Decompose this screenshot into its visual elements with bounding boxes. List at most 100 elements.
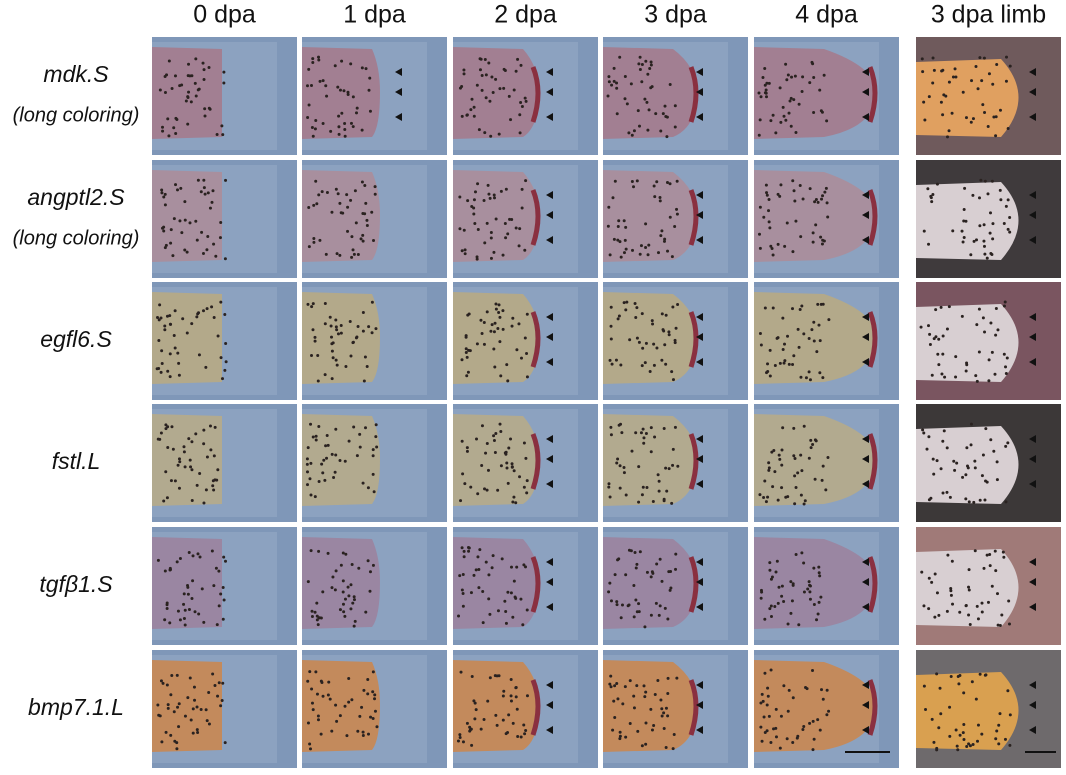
melanophore xyxy=(765,703,769,707)
arrowhead xyxy=(1029,358,1036,366)
arrowhead xyxy=(862,578,869,586)
arrowhead xyxy=(546,455,553,463)
melanophore xyxy=(310,305,314,309)
melanophore xyxy=(522,723,526,727)
melanophore xyxy=(958,610,962,614)
melanophore xyxy=(310,125,314,129)
micrograph xyxy=(754,650,899,768)
melanophore xyxy=(356,325,360,329)
melanophore xyxy=(767,461,771,465)
melanophore xyxy=(355,454,359,458)
melanophore xyxy=(998,712,1002,716)
melanophore xyxy=(808,721,812,725)
melanophore xyxy=(171,254,175,258)
melanophore xyxy=(487,192,491,196)
melanophore xyxy=(776,601,780,605)
micrograph xyxy=(302,37,447,155)
arrowhead xyxy=(1029,333,1036,341)
melanophore xyxy=(946,135,950,139)
melanophore xyxy=(191,579,195,583)
melanophore xyxy=(1006,198,1010,202)
micrograph xyxy=(152,650,297,768)
melanophore xyxy=(780,594,784,598)
melanophore xyxy=(642,441,646,445)
melanophore xyxy=(160,740,164,744)
melanophore xyxy=(611,728,615,732)
arrowhead xyxy=(1029,681,1036,689)
arrowhead xyxy=(546,681,553,689)
melanophore xyxy=(351,125,355,129)
limb xyxy=(916,59,1019,137)
melanophore xyxy=(674,326,678,330)
melanophore xyxy=(472,114,476,118)
melanophore xyxy=(811,719,815,723)
melanophore xyxy=(483,58,487,62)
melanophore xyxy=(524,565,528,569)
melanophore xyxy=(312,203,316,207)
melanophore xyxy=(515,707,519,711)
melanophore xyxy=(470,743,474,747)
melanophore xyxy=(323,302,327,306)
melanophore xyxy=(632,615,636,619)
melanophore xyxy=(929,196,933,200)
melanophore xyxy=(759,343,763,347)
melanophore xyxy=(640,62,644,66)
melanophore xyxy=(512,88,516,92)
melanophore xyxy=(655,180,659,184)
melanophore xyxy=(212,242,216,246)
melanophore xyxy=(624,573,628,577)
melanophore xyxy=(950,559,954,563)
melanophore xyxy=(964,219,968,223)
melanophore xyxy=(178,460,182,464)
melanophore xyxy=(484,73,488,77)
micrograph xyxy=(916,404,1061,522)
melanophore xyxy=(168,314,172,318)
melanophore xyxy=(995,460,999,464)
melanophore xyxy=(487,61,491,65)
melanophore xyxy=(160,226,164,230)
melanophore xyxy=(338,608,342,612)
melanophore xyxy=(462,228,466,232)
micrograph xyxy=(916,527,1061,645)
melanophore xyxy=(339,563,343,567)
melanophore xyxy=(786,709,790,713)
melanophore xyxy=(221,133,225,137)
melanophore xyxy=(927,435,931,439)
blastema-stain xyxy=(867,66,878,123)
melanophore xyxy=(170,673,174,677)
melanophore xyxy=(676,464,680,468)
melanophore xyxy=(777,453,781,457)
melanophore xyxy=(660,358,664,362)
melanophore xyxy=(764,88,768,92)
melanophore xyxy=(664,746,668,750)
melanophore xyxy=(156,703,160,707)
melanophore xyxy=(166,446,170,450)
melanophore xyxy=(456,739,460,743)
melanophore xyxy=(765,191,769,195)
melanophore xyxy=(173,346,177,350)
melanophore xyxy=(808,584,812,588)
melanophore xyxy=(922,684,926,688)
melanophore xyxy=(792,98,796,102)
melanophore xyxy=(789,611,793,615)
arrowhead xyxy=(862,88,869,96)
melanophore xyxy=(353,619,357,623)
melanophore xyxy=(366,692,370,696)
melanophore xyxy=(472,573,476,577)
melanophore xyxy=(644,245,648,249)
melanophore xyxy=(176,705,180,709)
melanophore xyxy=(514,686,518,690)
melanophore xyxy=(358,432,362,436)
melanophore xyxy=(362,688,366,692)
melanophore xyxy=(668,588,672,592)
melanophore xyxy=(787,362,791,366)
melanophore xyxy=(173,309,177,313)
melanophore xyxy=(927,95,931,99)
melanophore xyxy=(980,474,984,478)
arrowhead xyxy=(1029,726,1036,734)
melanophore xyxy=(615,81,619,85)
melanophore xyxy=(361,311,365,315)
melanophore xyxy=(175,747,179,751)
melanophore xyxy=(306,721,310,725)
melanophore xyxy=(769,119,773,123)
